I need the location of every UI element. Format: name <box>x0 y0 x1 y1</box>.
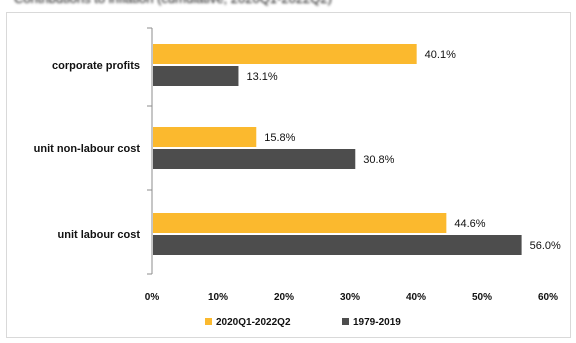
data-label: 15.8% <box>264 132 295 144</box>
bar <box>153 127 257 147</box>
category-label: corporate profits <box>52 60 140 72</box>
data-label: 30.8% <box>363 154 394 166</box>
bar <box>153 44 417 64</box>
data-label: 40.1% <box>425 49 456 61</box>
bar <box>153 66 239 86</box>
x-tick-label: 50% <box>472 292 492 303</box>
x-tick-label: 60% <box>538 292 558 303</box>
x-tick-label: 30% <box>340 292 360 303</box>
x-tick-label: 10% <box>208 292 228 303</box>
bar <box>153 235 522 255</box>
category-label: unit labour cost <box>58 229 141 241</box>
legend-label: 2020Q1-2022Q2 <box>216 317 291 328</box>
legend-swatch <box>205 318 212 325</box>
chart-panel <box>6 12 571 338</box>
x-tick-label: 20% <box>274 292 294 303</box>
legend-label: 1979-2019 <box>353 317 401 328</box>
bar <box>153 213 447 233</box>
x-tick-label: 40% <box>406 292 426 303</box>
legend-swatch <box>342 318 349 325</box>
data-label: 44.6% <box>454 218 485 230</box>
bar <box>153 149 356 169</box>
x-tick-label: 0% <box>145 292 160 303</box>
category-label: unit non-labour cost <box>34 143 141 155</box>
data-label: 13.1% <box>246 71 277 83</box>
chart-title: Contributions to inflation (cumulative; … <box>0 0 576 9</box>
data-label: 56.0% <box>530 240 561 252</box>
